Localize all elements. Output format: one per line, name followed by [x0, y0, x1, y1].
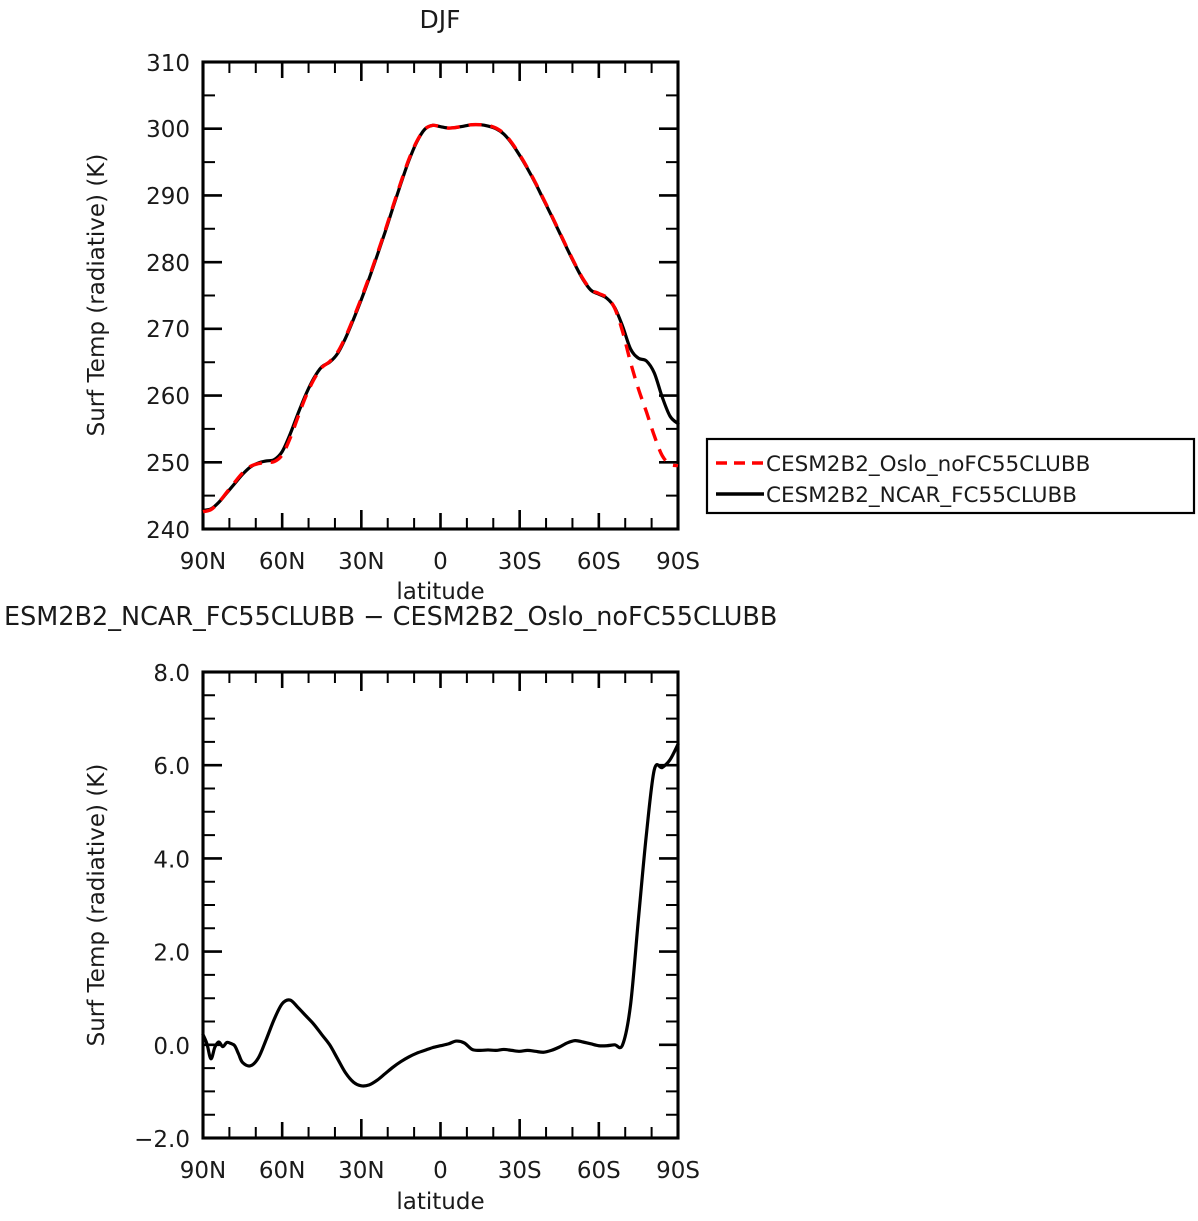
top-xaxis-label: latitude — [396, 579, 484, 605]
top-ytick-270: 270 — [146, 317, 190, 343]
series-line-ncar-top — [201, 122, 680, 512]
top-xtick-30s: 30S — [498, 549, 542, 575]
top-xtick-90n: 90N — [180, 549, 226, 575]
top-y-axis: 310 300 290 280 270 260 250 240 — [146, 51, 678, 544]
top-xtick-0: 0 — [433, 549, 448, 575]
top-panel-title: DJF — [419, 5, 460, 34]
top-ytick-250: 250 — [146, 451, 190, 477]
bottom-xtick-90s: 90S — [656, 1158, 700, 1184]
series-line-difference — [201, 742, 680, 1088]
bottom-ytick-8: 8.0 — [153, 661, 190, 687]
bottom-panel-title: ESM2B2_NCAR_FC55CLUBB − CESM2B2_Oslo_noF… — [4, 602, 777, 632]
top-xtick-90s: 90S — [656, 549, 700, 575]
top-xtick-60s: 60S — [577, 549, 621, 575]
top-ytick-280: 280 — [146, 251, 190, 277]
series-line-oslo-top — [202, 122, 679, 514]
top-xtick-60n: 60N — [259, 549, 305, 575]
bottom-xaxis-label: latitude — [396, 1189, 484, 1215]
top-ytick-310: 310 — [146, 51, 190, 77]
bottom-y-axis: 8.0 6.0 4.0 2.0 0.0 −2.0 — [134, 661, 678, 1153]
top-ytick-290: 290 — [146, 184, 190, 210]
top-x-axis: 90N 60N 30N 0 30S 60S 90S latitude — [180, 62, 700, 605]
legend: CESM2B2_Oslo_noFC55CLUBB CESM2B2_NCAR_FC… — [705, 437, 1196, 515]
bottom-ytick-2: 2.0 — [153, 941, 190, 967]
bottom-ytick-4: 4.0 — [153, 847, 190, 873]
top-xtick-30n: 30N — [338, 549, 384, 575]
bottom-ytick-neg2: −2.0 — [134, 1127, 190, 1153]
legend-label-oslo: CESM2B2_Oslo_noFC55CLUBB — [766, 452, 1090, 477]
top-panel: DJF 310 — [84, 5, 700, 605]
top-ytick-300: 300 — [146, 117, 190, 143]
bottom-yaxis-label: Surf Temp (radiative) (K) — [84, 764, 110, 1047]
legend-box — [705, 437, 1196, 515]
bottom-xtick-30s: 30S — [498, 1158, 542, 1184]
bottom-plot-frame — [201, 670, 680, 1140]
bottom-xtick-60s: 60S — [577, 1158, 621, 1184]
bottom-xtick-0: 0 — [433, 1158, 448, 1184]
bottom-xtick-90n: 90N — [180, 1158, 226, 1184]
legend-label-ncar: CESM2B2_NCAR_FC55CLUBB — [766, 483, 1077, 508]
bottom-x-axis: 90N 60N 30N 0 30S 60S 90S latitude — [180, 672, 700, 1215]
bottom-ytick-0: 0.0 — [153, 1034, 190, 1060]
bottom-xtick-30n: 30N — [338, 1158, 384, 1184]
top-yaxis-label: Surf Temp (radiative) (K) — [84, 154, 110, 437]
top-ytick-240: 240 — [146, 518, 190, 544]
bottom-xtick-60n: 60N — [259, 1158, 305, 1184]
bottom-ytick-6: 6.0 — [153, 754, 190, 780]
bottom-panel: ESM2B2_NCAR_FC55CLUBB − CESM2B2_Oslo_noF… — [4, 602, 777, 1215]
top-ytick-260: 260 — [146, 384, 190, 410]
